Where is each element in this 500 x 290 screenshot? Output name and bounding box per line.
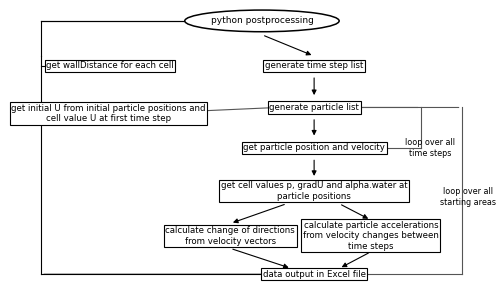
Text: loop over all
time steps: loop over all time steps <box>405 138 455 157</box>
Text: calculate particle accelerations
from velocity changes between
time steps: calculate particle accelerations from ve… <box>303 221 439 251</box>
Text: get initial U from initial particle positions and
cell value U at first time ste: get initial U from initial particle posi… <box>12 104 206 123</box>
Text: python postprocessing: python postprocessing <box>210 17 314 26</box>
Text: generate time step list: generate time step list <box>265 61 364 70</box>
Text: generate particle list: generate particle list <box>269 103 359 112</box>
Text: calculate change of directions
from velocity vectors: calculate change of directions from velo… <box>166 226 295 246</box>
Text: get cell values p, gradU and alpha.water at
particle positions: get cell values p, gradU and alpha.water… <box>221 182 408 201</box>
Text: get particle position and velocity: get particle position and velocity <box>243 143 385 152</box>
Text: get wallDistance for each cell: get wallDistance for each cell <box>46 61 174 70</box>
Text: loop over all
starting areas: loop over all starting areas <box>440 187 496 207</box>
Text: data output in Excel file: data output in Excel file <box>262 270 366 279</box>
